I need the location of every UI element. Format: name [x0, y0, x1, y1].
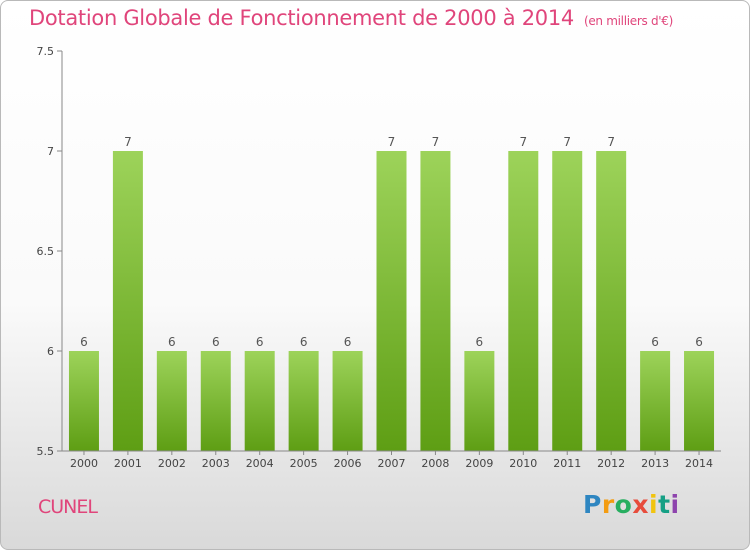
data-label-2013: 6: [651, 335, 659, 349]
x-tick-label-2011: 2011: [553, 457, 581, 470]
bar-2003: [200, 351, 231, 451]
proxiti-logo: Proxiti: [583, 490, 680, 519]
data-label-2009: 6: [476, 335, 484, 349]
x-tick-label-2003: 2003: [202, 457, 230, 470]
x-tick-label-2000: 2000: [70, 457, 98, 470]
data-label-2004: 6: [256, 335, 264, 349]
data-label-2010: 7: [519, 135, 527, 149]
data-label-2005: 6: [300, 335, 308, 349]
y-tick-label-6.5: 6.5: [37, 245, 55, 258]
bar-2006: [332, 351, 363, 451]
data-label-2001: 7: [124, 135, 132, 149]
y-tick-label-5.5: 5.5: [37, 445, 55, 458]
x-tick-label-2006: 2006: [334, 457, 362, 470]
data-label-2000: 6: [80, 335, 88, 349]
bar-2011: [552, 151, 583, 451]
chart-title-text: Dotation Globale de Fonctionnement de 20…: [29, 6, 574, 30]
axes-group: 2000 2001 2002 2003 2004 2005 2006 2007 2008 2009…: [37, 45, 721, 470]
x-tick-label-2005: 2005: [290, 457, 318, 470]
data-label-2006: 6: [344, 335, 352, 349]
data-label-2008: 7: [432, 135, 440, 149]
bar-2010: [508, 151, 539, 451]
bar-2013: [640, 351, 671, 451]
data-label-2014: 6: [695, 335, 703, 349]
y-tick-label-7: 7: [47, 145, 54, 158]
x-tick-label-2012: 2012: [597, 457, 625, 470]
bar-2014: [684, 351, 715, 451]
data-label-2002: 6: [168, 335, 176, 349]
data-label-2007: 7: [388, 135, 396, 149]
data-label-2003: 6: [212, 335, 220, 349]
data-label-2011: 7: [563, 135, 571, 149]
bar-2004: [244, 351, 275, 451]
x-tick-label-2014: 2014: [685, 457, 713, 470]
bar-2000: [68, 351, 99, 451]
chart-title: Dotation Globale de Fonctionnement de 20…: [29, 6, 673, 30]
bars-group: 6 7 6 6 6 6 6 7 7 6 7 7 7 6 6: [68, 135, 715, 451]
bar-2002: [156, 351, 187, 451]
x-tick-label-2002: 2002: [158, 457, 186, 470]
x-tick-label-2009: 2009: [465, 457, 493, 470]
bar-2007: [376, 151, 407, 451]
commune-name: CUNEL: [38, 496, 98, 518]
x-tick-label-2004: 2004: [246, 457, 274, 470]
x-tick-label-2013: 2013: [641, 457, 669, 470]
y-tick-label-7.5: 7.5: [37, 45, 55, 58]
data-label-2012: 7: [607, 135, 615, 149]
bar-2005: [288, 351, 319, 451]
bar-2009: [464, 351, 495, 451]
y-tick-label-6: 6: [47, 345, 54, 358]
x-tick-label-2008: 2008: [421, 457, 449, 470]
bar-2012: [596, 151, 627, 451]
bar-2008: [420, 151, 451, 451]
bar-2001: [112, 151, 143, 451]
x-tick-label-2010: 2010: [509, 457, 537, 470]
x-tick-label-2001: 2001: [114, 457, 142, 470]
chart-unit: (en milliers d'€): [583, 14, 673, 28]
x-tick-label-2007: 2007: [378, 457, 406, 470]
